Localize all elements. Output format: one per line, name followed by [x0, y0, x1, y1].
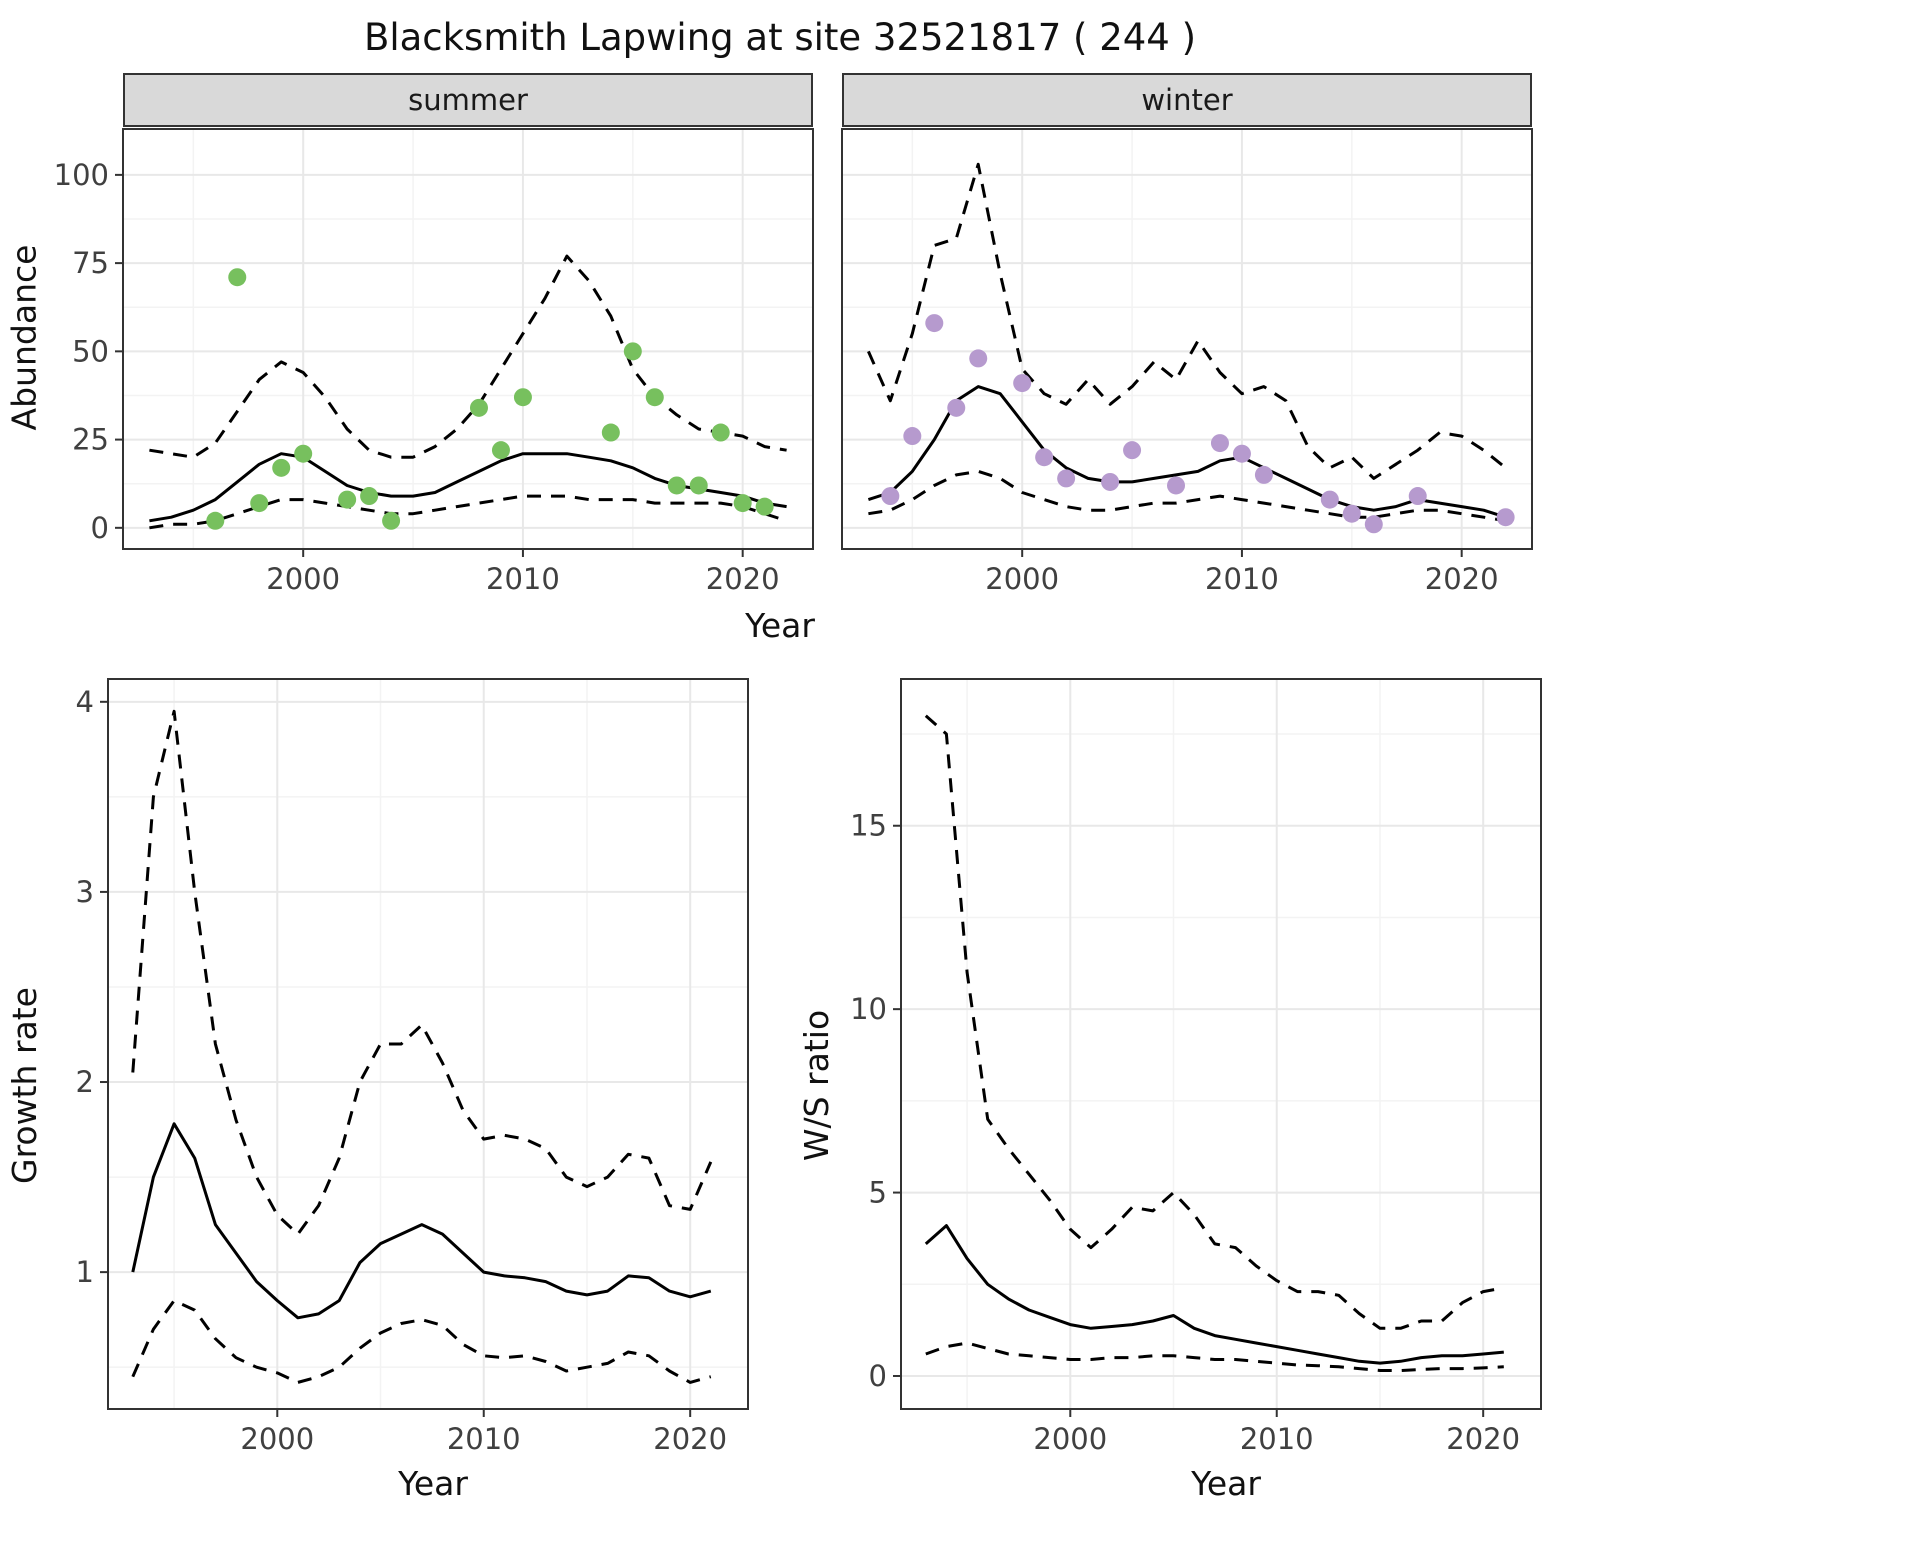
y-tick-label: 0 — [91, 511, 109, 545]
growth-rate-y-axis-label: Growth rate — [4, 986, 44, 1184]
summer-data-point — [294, 444, 313, 463]
winter-data-point — [1232, 444, 1251, 463]
facet-winter: winter 2000 2010 2020 — [832, 73, 1542, 602]
winter-data-point — [1342, 504, 1361, 523]
x-tick-label: 2010 — [447, 1422, 521, 1456]
ws-ratio-chart: 2000 2010 2020 0 5 10 15 — [850, 678, 1542, 1456]
y-tick-label: 3 — [76, 875, 94, 909]
top-x-axis-label: Year — [745, 606, 815, 645]
summer-data-point — [228, 268, 247, 287]
figure: Blacksmith Lapwing at site 32521817 ( 24… — [0, 16, 1560, 1503]
facet-summer: summer 2000 2010 2020 0 25 50 75 100 — [48, 73, 818, 602]
x-tick-label: 2020 — [1446, 1422, 1520, 1456]
winter-data-point — [1167, 476, 1186, 495]
summer-data-point — [667, 476, 686, 495]
x-tick-label: 2020 — [706, 562, 780, 596]
x-tick-label: 2000 — [240, 1422, 314, 1456]
winter-data-point — [1496, 508, 1515, 527]
y-tick-label: 10 — [850, 992, 887, 1026]
ci_lower-line — [868, 469, 1506, 523]
growth-rate-chart: 2000 2010 2020 1 2 3 4 — [76, 678, 749, 1456]
y-tick-label: 0 — [869, 1359, 887, 1393]
growth-rate-plot: Growth rate 2000 2010 2020 1 2 3 4 Year — [0, 667, 763, 1503]
summer-data-point — [272, 458, 291, 477]
growth-rate-x-axis-label: Year — [398, 1464, 468, 1503]
mean-line — [924, 1224, 1504, 1365]
summer-data-point — [513, 388, 532, 407]
summer-data-point — [338, 490, 357, 509]
x-tick-label: 2010 — [1240, 1422, 1314, 1456]
winter-data-point — [1364, 515, 1383, 534]
ci_upper-line — [149, 254, 787, 459]
x-tick-label: 2020 — [1425, 562, 1499, 596]
y-tick-label: 4 — [76, 685, 94, 719]
summer-data-point — [250, 494, 269, 513]
mean-line — [131, 1122, 712, 1320]
winter-data-point — [1101, 472, 1120, 491]
ws-ratio-y-axis-label: W/S ratio — [797, 1009, 837, 1161]
winter-data-point — [969, 349, 988, 368]
winter-data-point — [1013, 374, 1032, 393]
ws-ratio-plot-column: 2000 2010 2020 0 5 10 15 Year — [841, 667, 1556, 1503]
summer-abundance-chart: 2000 2010 2020 0 25 50 75 100 — [54, 128, 814, 596]
winter-data-point — [1320, 490, 1339, 509]
y-tick-label: 2 — [76, 1065, 94, 1099]
y-tick-label: 1 — [76, 1255, 94, 1289]
winter-data-point — [1123, 441, 1142, 460]
y-tick-label: 25 — [72, 423, 109, 457]
y-tick-label: 75 — [72, 246, 109, 280]
winter-data-point — [1057, 469, 1076, 488]
summer-data-point — [733, 494, 752, 513]
winter-data-point — [881, 487, 900, 506]
abundance-facet-row: Abundance summer 2000 2010 2020 0 25 50 75 100 … — [0, 73, 1560, 602]
chart-title: Blacksmith Lapwing at site 32521817 ( 24… — [363, 16, 1197, 59]
growth-rate-plot-column: 2000 2010 2020 1 2 3 4 Year — [48, 667, 763, 1503]
winter-data-point — [1408, 487, 1427, 506]
x-tick-label: 2010 — [1205, 562, 1279, 596]
winter-data-point — [925, 314, 944, 333]
summer-data-point — [711, 423, 730, 442]
summer-data-point — [755, 497, 774, 516]
summer-data-point — [360, 487, 379, 506]
summer-data-point — [623, 342, 642, 361]
x-tick-label: 2020 — [653, 1422, 727, 1456]
bottom-row: Growth rate 2000 2010 2020 1 2 3 4 Year W/S ra… — [0, 667, 1560, 1503]
y-tick-label: 100 — [54, 158, 109, 192]
abundance-y-axis-label: Abundance — [4, 244, 44, 431]
summer-data-point — [601, 423, 620, 442]
summer-data-point — [206, 511, 225, 530]
summer-data-point — [382, 511, 401, 530]
y-tick-label: 5 — [869, 1176, 887, 1210]
winter-data-point — [947, 398, 966, 417]
x-tick-label: 2000 — [266, 562, 340, 596]
ws-ratio-plot: W/S ratio 2000 2010 2020 0 5 10 15 Year — [793, 667, 1556, 1503]
ci_upper-line — [924, 714, 1505, 1330]
y-tick-label: 15 — [850, 809, 887, 843]
growth-rate-y-axis-label-container: Growth rate — [0, 667, 48, 1503]
facet-winter-strip: winter — [842, 73, 1532, 127]
y-tick-label: 50 — [72, 334, 109, 368]
facet-summer-strip: summer — [123, 73, 813, 127]
ci_upper-line — [867, 162, 1507, 480]
summer-data-point — [491, 441, 510, 460]
x-tick-label: 2010 — [486, 562, 560, 596]
x-tick-label: 2000 — [985, 562, 1059, 596]
ws-ratio-y-axis-label-container: W/S ratio — [793, 667, 841, 1503]
winter-data-point — [1210, 434, 1229, 453]
ws-ratio-x-axis-label: Year — [1191, 1464, 1261, 1503]
ci_lower-line — [925, 1341, 1504, 1372]
abundance-y-axis-label-container: Abundance — [0, 73, 48, 602]
winter-data-point — [1254, 465, 1273, 484]
summer-data-point — [469, 398, 488, 417]
mean-line — [867, 385, 1507, 519]
winter-abundance-chart: 2000 2010 2020 — [841, 128, 1533, 596]
winter-data-point — [1035, 448, 1054, 467]
summer-data-point — [645, 388, 664, 407]
ci_upper-line — [131, 709, 713, 1236]
summer-data-point — [689, 476, 708, 495]
winter-data-point — [903, 427, 922, 446]
x-tick-label: 2000 — [1033, 1422, 1107, 1456]
